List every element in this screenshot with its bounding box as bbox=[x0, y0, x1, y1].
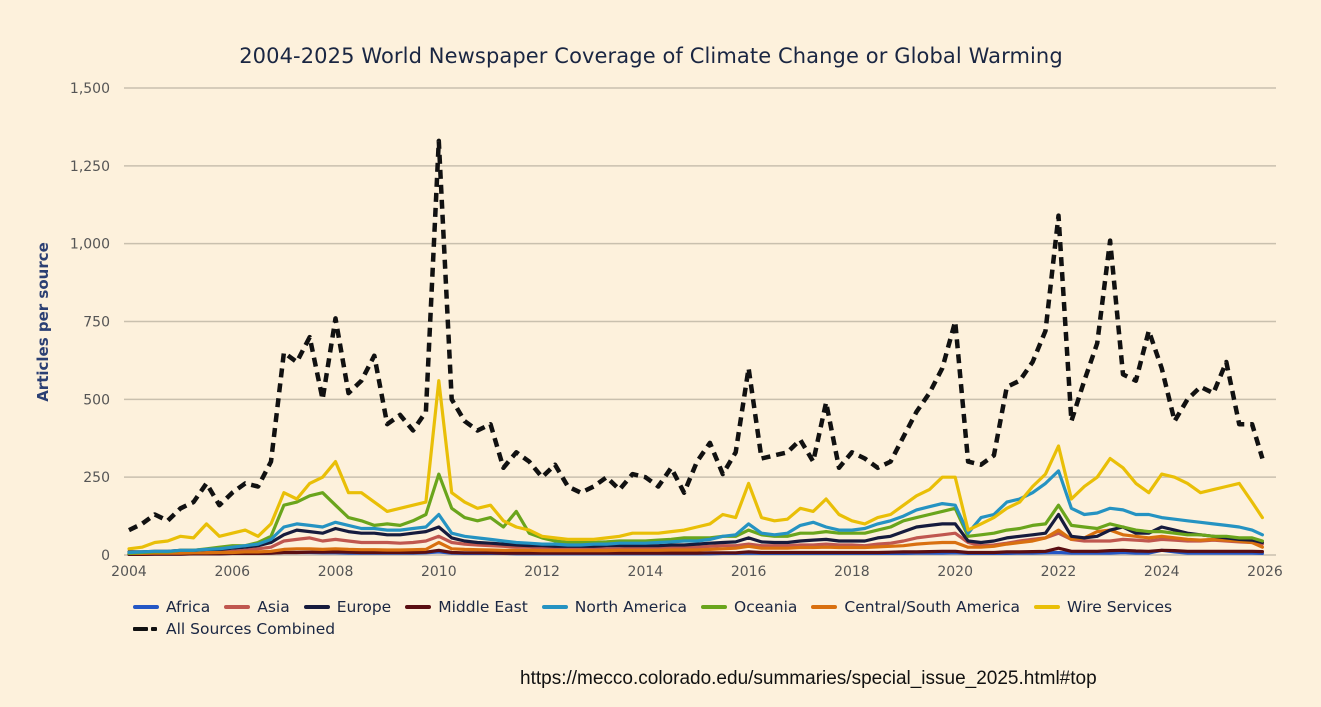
legend-label: All Sources Combined bbox=[166, 620, 336, 638]
legend-swatch-icon bbox=[303, 605, 330, 609]
x-tick-label: 2022 bbox=[1041, 564, 1077, 580]
x-tick-label: 2008 bbox=[318, 564, 354, 580]
y-axis-label: Articles per source bbox=[34, 242, 52, 402]
y-tick-label: 750 bbox=[83, 315, 110, 331]
legend-swatch-icon bbox=[133, 605, 159, 609]
legend-label: Asia bbox=[257, 598, 290, 616]
y-tick-label: 1,250 bbox=[70, 159, 110, 175]
legend-row: All Sources Combined bbox=[133, 618, 1233, 640]
legend-item-africa[interactable]: Africa bbox=[133, 598, 210, 616]
legend-item-north-america[interactable]: North America bbox=[541, 598, 688, 616]
legend-item-all-sources-combined[interactable]: All Sources Combined bbox=[133, 620, 335, 638]
series-line-north-america bbox=[127, 469, 1265, 555]
x-tick-label: 2024 bbox=[1144, 564, 1180, 580]
legend-swatch-icon bbox=[701, 605, 728, 609]
y-tick-label: 0 bbox=[101, 548, 110, 564]
legend-item-oceania[interactable]: Oceania bbox=[701, 598, 797, 616]
series-line-all-sources-combined bbox=[128, 138, 1265, 533]
series-line-oceania bbox=[127, 472, 1265, 556]
legend-swatch-icon bbox=[541, 605, 568, 609]
legend-label: Europe bbox=[336, 598, 392, 616]
legend-swatch-icon bbox=[1033, 605, 1060, 609]
legend-label: Africa bbox=[166, 598, 211, 616]
y-tick-label: 250 bbox=[83, 470, 110, 486]
y-tick-label: 1,000 bbox=[70, 237, 110, 253]
legend-swatch-icon bbox=[133, 627, 159, 631]
x-tick-label: 2026 bbox=[1247, 564, 1283, 580]
legend-label: Central/South America bbox=[844, 598, 1020, 616]
gridlines bbox=[124, 87, 1276, 556]
legend-item-asia[interactable]: Asia bbox=[224, 598, 290, 616]
source-url: https://mecco.colorado.edu/summaries/spe… bbox=[520, 668, 1097, 689]
legend-label: Wire Services bbox=[1066, 598, 1173, 616]
legend-item-middle-east[interactable]: Middle East bbox=[405, 598, 528, 616]
legend-item-central-south-america[interactable]: Central/South America bbox=[811, 598, 1020, 616]
legend-item-europe[interactable]: Europe bbox=[303, 598, 392, 616]
legend-row: Africa Asia Europe Middle East North America… bbox=[133, 596, 1233, 618]
x-tick-label: 2020 bbox=[937, 564, 973, 580]
legend-label: Oceania bbox=[734, 598, 798, 616]
series-line-wire-services bbox=[127, 379, 1265, 551]
x-tick-label: 2006 bbox=[214, 564, 250, 580]
legend-swatch-icon bbox=[811, 605, 838, 609]
y-tick-label: 1,500 bbox=[70, 81, 110, 97]
legend-label: Middle East bbox=[438, 598, 528, 616]
x-tick-label: 2016 bbox=[731, 564, 767, 580]
x-tick-label: 2012 bbox=[524, 564, 560, 580]
legend-label: North America bbox=[574, 598, 688, 616]
legend-item-wire-services[interactable]: Wire Services bbox=[1033, 598, 1173, 616]
x-tick-label: 2004 bbox=[111, 564, 147, 580]
legend-swatch-icon bbox=[405, 605, 432, 609]
legend: Africa Asia Europe Middle East North America… bbox=[133, 596, 1233, 640]
x-axis-ticks: 2004 2006 2008 2010 2012 2014 2016 2018 2020 2022… bbox=[111, 564, 1283, 580]
chart-title: 2004-2025 World Newspaper Coverage of Cl… bbox=[239, 44, 1063, 68]
series-line-middle-east bbox=[127, 546, 1265, 557]
x-tick-label: 2010 bbox=[421, 564, 457, 580]
y-axis-ticks: 0 250 500 750 1,000 1,250 1,500 bbox=[70, 81, 110, 564]
series-line-europe bbox=[127, 512, 1265, 554]
series-line-central-south-america bbox=[127, 528, 1265, 556]
x-tick-label: 2018 bbox=[834, 564, 870, 580]
series-lines bbox=[127, 138, 1265, 557]
legend-swatch-icon bbox=[224, 605, 251, 609]
x-tick-label: 2014 bbox=[628, 564, 664, 580]
y-tick-label: 500 bbox=[83, 392, 110, 408]
